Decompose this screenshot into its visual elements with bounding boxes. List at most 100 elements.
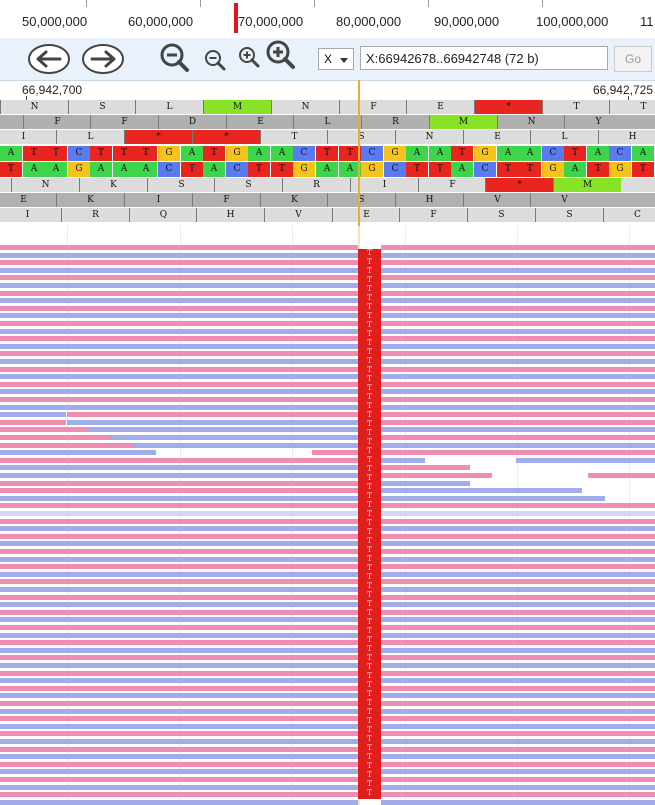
read-alignment[interactable]	[381, 579, 655, 584]
read-alignment[interactable]	[381, 344, 655, 349]
read-alignment[interactable]	[0, 503, 358, 508]
read-alignment[interactable]	[0, 374, 358, 379]
sequence-track[interactable]: N S L M N F E * T T F F D E L R M N Y I L * * T S N E L H N K S S R I F * M E K…	[0, 100, 655, 226]
read-alignment[interactable]	[0, 617, 358, 622]
read-alignment[interactable]	[0, 427, 88, 432]
read-alignment[interactable]	[0, 336, 358, 341]
read-alignment[interactable]	[0, 671, 358, 676]
read-alignment[interactable]	[0, 450, 156, 455]
read-alignment[interactable]	[381, 648, 655, 653]
read-alignment[interactable]	[381, 671, 655, 676]
read-alignment[interactable]	[0, 739, 358, 744]
read-alignment[interactable]	[0, 655, 358, 660]
read-alignment[interactable]	[381, 427, 655, 432]
go-button[interactable]: Go	[614, 46, 652, 72]
read-alignment[interactable]	[0, 253, 358, 258]
read-alignment[interactable]	[381, 473, 492, 478]
read-alignment[interactable]	[0, 443, 134, 448]
read-alignment[interactable]	[381, 412, 655, 417]
read-alignment[interactable]	[381, 496, 605, 501]
read-alignment[interactable]	[381, 610, 655, 615]
read-alignment[interactable]	[381, 359, 655, 364]
read-alignment[interactable]	[381, 503, 655, 508]
alignment-track[interactable]	[0, 226, 655, 805]
read-alignment[interactable]	[381, 511, 655, 516]
read-alignment[interactable]	[0, 329, 358, 334]
read-alignment[interactable]	[381, 526, 655, 531]
read-alignment[interactable]	[0, 800, 358, 805]
read-alignment[interactable]	[516, 458, 655, 463]
read-alignment[interactable]	[0, 754, 358, 759]
read-alignment[interactable]	[0, 541, 358, 546]
read-alignment[interactable]	[0, 602, 358, 607]
zoom-in-small-button[interactable]	[236, 44, 262, 70]
read-alignment[interactable]	[0, 382, 358, 387]
read-alignment[interactable]	[381, 519, 655, 524]
read-alignment[interactable]	[0, 731, 358, 736]
read-alignment[interactable]	[0, 663, 358, 668]
read-alignment[interactable]	[0, 792, 358, 797]
read-alignment[interactable]	[0, 481, 358, 486]
read-alignment[interactable]	[381, 374, 655, 379]
read-alignment[interactable]	[381, 443, 655, 448]
read-alignment[interactable]	[0, 298, 358, 303]
read-alignment[interactable]	[381, 785, 655, 790]
read-alignment[interactable]	[381, 534, 655, 539]
read-alignment[interactable]	[0, 595, 358, 600]
read-alignment[interactable]	[381, 541, 655, 546]
read-alignment[interactable]	[0, 747, 358, 752]
read-alignment[interactable]	[381, 435, 655, 440]
read-alignment[interactable]	[0, 686, 358, 691]
read-alignment[interactable]	[381, 329, 655, 334]
read-alignment[interactable]	[0, 777, 358, 782]
read-alignment[interactable]	[0, 389, 358, 394]
read-alignment[interactable]	[0, 260, 358, 265]
read-alignment[interactable]	[381, 792, 655, 797]
read-alignment[interactable]	[312, 450, 358, 455]
read-alignment[interactable]	[0, 306, 358, 311]
read-alignment[interactable]	[381, 739, 655, 744]
read-alignment[interactable]	[0, 344, 358, 349]
read-alignment[interactable]	[381, 260, 655, 265]
read-alignment[interactable]	[0, 465, 358, 470]
read-alignment[interactable]	[0, 579, 358, 584]
read-alignment[interactable]	[0, 640, 358, 645]
read-alignment[interactable]	[0, 610, 358, 615]
read-alignment[interactable]	[381, 465, 470, 470]
read-alignment[interactable]	[0, 709, 358, 714]
read-alignment[interactable]	[0, 405, 358, 410]
read-alignment[interactable]	[381, 549, 655, 554]
read-alignment[interactable]	[0, 321, 358, 326]
read-alignment[interactable]	[381, 724, 655, 729]
read-alignment[interactable]	[0, 549, 358, 554]
read-alignment[interactable]	[0, 488, 358, 493]
read-alignment[interactable]	[0, 572, 358, 577]
read-alignment[interactable]	[381, 663, 655, 668]
read-alignment[interactable]	[381, 625, 655, 630]
read-alignment[interactable]	[381, 488, 582, 493]
read-alignment[interactable]	[0, 557, 358, 562]
read-alignment[interactable]	[0, 351, 358, 356]
read-alignment[interactable]	[381, 693, 655, 698]
read-alignment[interactable]	[0, 435, 110, 440]
read-alignment[interactable]	[381, 762, 655, 767]
read-alignment[interactable]	[0, 762, 358, 767]
read-alignment[interactable]	[381, 458, 425, 463]
read-alignment[interactable]	[0, 511, 358, 516]
read-alignment[interactable]	[0, 367, 358, 372]
read-alignment[interactable]	[381, 686, 655, 691]
read-alignment[interactable]	[381, 382, 655, 387]
read-alignment[interactable]	[381, 389, 655, 394]
zoom-in-large-button[interactable]	[264, 38, 298, 72]
zoom-out-large-button[interactable]	[158, 41, 192, 75]
zoom-out-small-button[interactable]	[202, 47, 228, 73]
read-alignment[interactable]	[0, 397, 358, 402]
current-region-marker[interactable]	[234, 3, 238, 33]
read-alignment[interactable]	[381, 306, 655, 311]
read-alignment[interactable]	[381, 245, 655, 250]
read-alignment[interactable]	[381, 754, 655, 759]
read-alignment[interactable]	[381, 572, 655, 577]
read-alignment[interactable]	[381, 397, 655, 402]
read-alignment[interactable]	[381, 450, 655, 455]
read-alignment[interactable]	[0, 534, 358, 539]
